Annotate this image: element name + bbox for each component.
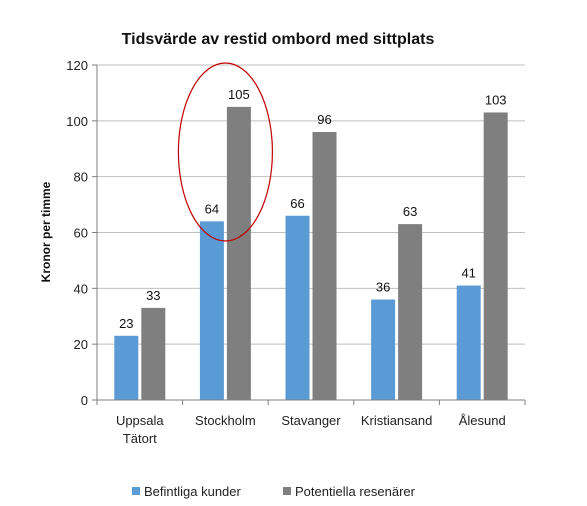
data-label: 36 — [376, 280, 390, 295]
data-label: 105 — [228, 87, 250, 102]
bar — [456, 285, 481, 400]
y-tick-label: 0 — [81, 393, 88, 408]
x-tick-label: Kristiansand — [361, 413, 433, 428]
x-tick-label: Stavanger — [281, 413, 341, 428]
gridlines — [97, 64, 525, 345]
legend-label: Potentiella resenärer — [295, 484, 416, 499]
y-tick-label: 20 — [74, 337, 88, 352]
bar — [483, 112, 508, 400]
data-label: 96 — [317, 112, 331, 127]
data-label: 23 — [119, 316, 133, 331]
bar — [398, 224, 423, 400]
y-tick-label: 40 — [74, 281, 88, 296]
data-label: 64 — [205, 201, 219, 216]
bar — [141, 307, 166, 400]
axes: 0 20 40 60 80 100 120 Uppsala Tätort Stockholm Sta… — [66, 58, 526, 446]
data-label: 66 — [290, 196, 304, 211]
data-labels: 23 33 64 105 66 96 36 63 41 103 — [119, 87, 506, 331]
y-axis-label: Kronor per timme — [39, 181, 53, 282]
legend-label: Befintliga kunder — [144, 484, 242, 499]
bar — [371, 299, 396, 400]
x-tick-label: Stockholm — [195, 413, 256, 428]
chart-title: Tidsvärde av restid ombord med sittplats — [122, 31, 435, 48]
data-label: 103 — [485, 92, 507, 107]
bars — [114, 106, 508, 400]
y-tick-label: 100 — [66, 114, 88, 129]
y-tick-label: 80 — [74, 170, 88, 185]
annotations — [177, 62, 273, 242]
legend-swatch — [132, 487, 140, 495]
bar — [285, 215, 310, 400]
y-tick-label: 60 — [74, 226, 88, 241]
x-tick-label: Ålesund — [459, 413, 506, 428]
data-label: 33 — [146, 288, 160, 303]
x-tick-label: Tätort — [123, 431, 157, 446]
bar — [226, 106, 251, 400]
data-label: 41 — [461, 266, 475, 281]
legend: Befintliga kunder Potentiella resenärer — [132, 484, 416, 499]
y-tick-label: 120 — [66, 58, 88, 73]
legend-swatch — [283, 487, 291, 495]
highlight-ellipse — [177, 62, 273, 242]
data-label: 63 — [403, 204, 417, 219]
x-tick-label: Uppsala — [116, 413, 164, 428]
bar — [312, 132, 337, 400]
bar — [199, 221, 224, 400]
bar — [114, 335, 139, 400]
